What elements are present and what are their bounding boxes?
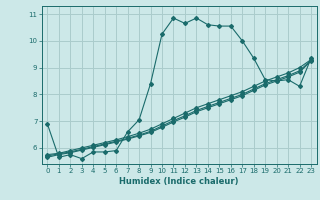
X-axis label: Humidex (Indice chaleur): Humidex (Indice chaleur)	[119, 177, 239, 186]
